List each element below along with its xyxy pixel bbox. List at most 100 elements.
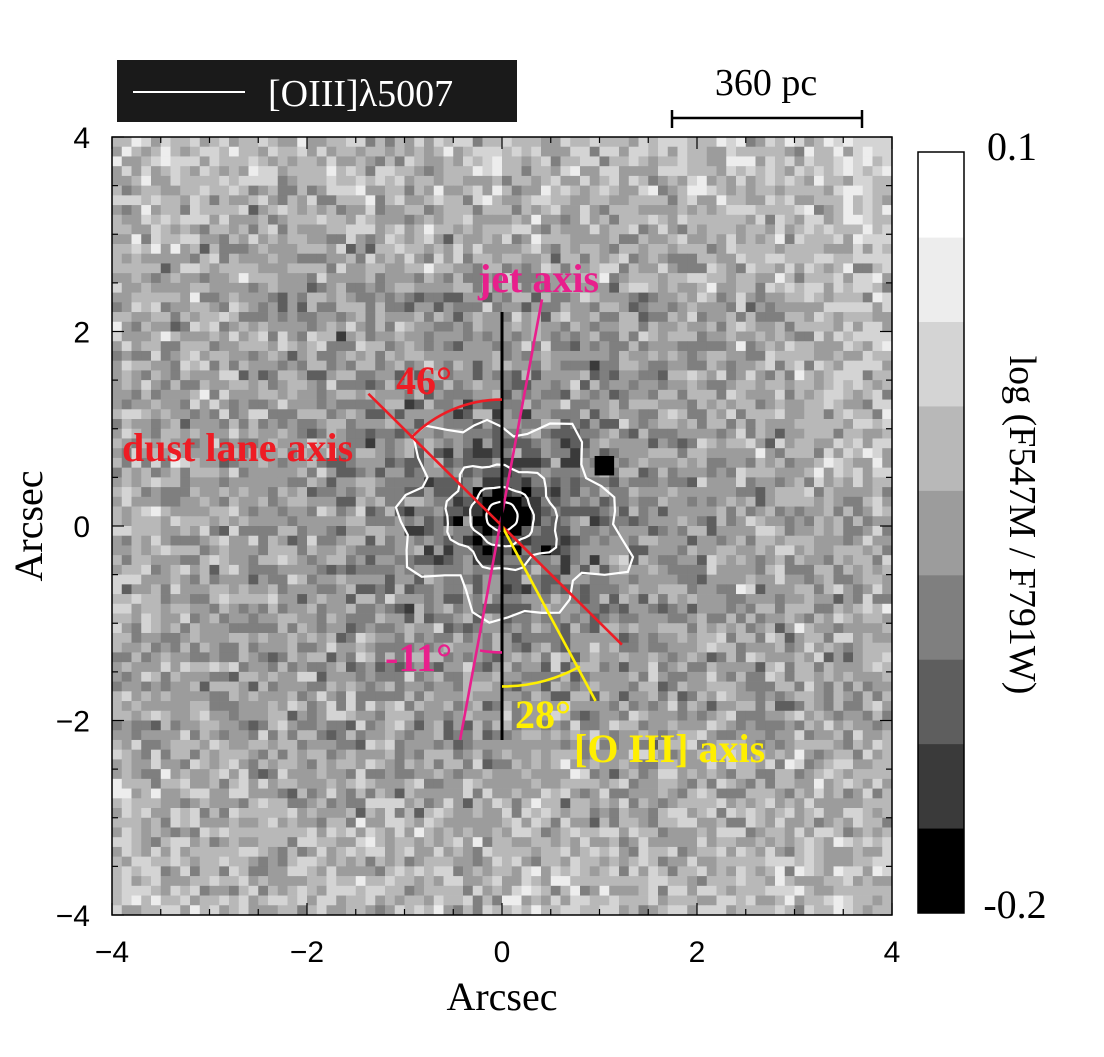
map-pixel <box>277 671 288 682</box>
map-pixel <box>258 623 269 634</box>
map-pixel <box>326 516 337 527</box>
map-pixel <box>589 564 600 575</box>
map-pixel <box>463 273 474 284</box>
map-pixel <box>853 380 864 391</box>
map-pixel <box>687 564 698 575</box>
map-pixel <box>121 331 132 342</box>
map-pixel <box>823 701 834 712</box>
map-pixel <box>453 467 464 478</box>
map-pixel <box>521 613 532 624</box>
map-pixel <box>736 419 747 430</box>
map-pixel <box>589 701 600 712</box>
map-pixel <box>862 146 873 157</box>
map-pixel <box>667 710 678 721</box>
map-pixel <box>745 166 756 177</box>
map-pixel <box>463 457 474 468</box>
map-pixel <box>141 341 152 352</box>
map-pixel <box>229 662 240 673</box>
map-pixel <box>619 350 630 362</box>
map-pixel <box>229 555 240 566</box>
map-pixel <box>580 312 591 323</box>
map-pixel <box>706 574 717 585</box>
map-pixel <box>814 438 825 449</box>
map-pixel <box>170 234 181 245</box>
map-pixel <box>463 477 474 488</box>
map-pixel <box>394 214 405 225</box>
map-pixel <box>833 175 844 186</box>
map-pixel <box>199 662 210 673</box>
map-pixel <box>307 243 318 255</box>
map-pixel <box>853 535 864 546</box>
map-pixel <box>823 234 834 245</box>
map-pixel <box>541 166 552 177</box>
map-pixel <box>170 477 181 488</box>
map-pixel <box>589 146 600 157</box>
map-pixel <box>336 409 347 420</box>
map-pixel <box>375 137 386 148</box>
map-pixel <box>248 739 259 751</box>
map-pixel <box>716 448 727 459</box>
map-pixel <box>706 409 717 420</box>
map-pixel <box>843 535 854 546</box>
map-pixel <box>560 205 571 216</box>
map-pixel <box>687 146 698 157</box>
map-pixel <box>414 457 425 468</box>
map-pixel <box>297 467 308 478</box>
map-pixel <box>404 467 415 478</box>
map-pixel <box>307 574 318 585</box>
map-pixel <box>355 263 366 274</box>
map-pixel <box>297 312 308 323</box>
map-pixel <box>268 574 279 585</box>
map-pixel <box>775 331 786 342</box>
map-pixel <box>112 380 123 391</box>
map-pixel <box>404 137 415 148</box>
map-pixel <box>755 399 766 410</box>
map-pixel <box>843 399 854 410</box>
map-pixel <box>716 273 727 284</box>
map-pixel <box>180 195 191 206</box>
map-pixel <box>180 175 191 186</box>
map-pixel <box>199 545 210 556</box>
map-pixel <box>170 584 181 595</box>
map-pixel <box>619 166 630 177</box>
map-pixel <box>638 360 649 371</box>
map-pixel <box>550 642 561 653</box>
map-pixel <box>658 496 669 507</box>
map-pixel <box>160 146 171 157</box>
map-pixel <box>199 555 210 566</box>
map-pixel <box>775 360 786 371</box>
map-pixel <box>316 263 327 274</box>
map-pixel <box>199 516 210 527</box>
map-pixel <box>804 574 815 585</box>
map-pixel <box>287 282 298 293</box>
map-pixel <box>424 681 435 692</box>
map-pixel <box>589 545 600 556</box>
map-pixel <box>833 448 844 459</box>
map-pixel <box>443 175 454 186</box>
map-pixel <box>326 234 337 245</box>
map-pixel <box>853 613 864 624</box>
map-pixel <box>833 234 844 245</box>
map-pixel <box>199 632 210 644</box>
map-pixel <box>794 428 805 439</box>
map-pixel <box>277 613 288 624</box>
map-pixel <box>297 448 308 459</box>
map-pixel <box>248 243 259 255</box>
map-pixel <box>745 205 756 216</box>
map-pixel <box>258 564 269 575</box>
map-pixel <box>326 380 337 391</box>
map-pixel <box>238 409 249 420</box>
map-pixel <box>297 720 308 731</box>
map-pixel <box>258 594 269 605</box>
map-pixel <box>765 545 776 556</box>
map-pixel <box>443 545 454 556</box>
map-pixel <box>238 545 249 556</box>
map-pixel <box>229 506 240 517</box>
map-pixel <box>687 399 698 410</box>
map-pixel <box>716 312 727 323</box>
map-pixel <box>219 720 230 731</box>
map-pixel <box>151 710 162 721</box>
map-pixel <box>287 292 298 303</box>
map-pixel <box>482 273 493 284</box>
map-pixel <box>219 574 230 585</box>
